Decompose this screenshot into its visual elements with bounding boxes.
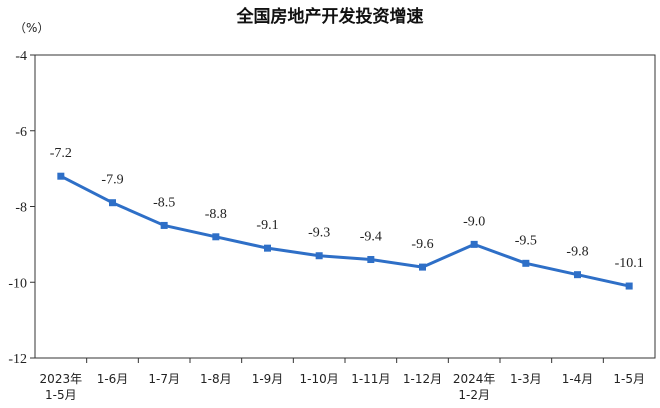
y-axis: -4 -6 -8 -10 -12 — [8, 49, 35, 367]
plot-frame — [34, 54, 656, 359]
x-tick-label: 1-8月 — [200, 372, 232, 386]
x-tick-label: 1-10月 — [300, 372, 339, 386]
data-label: -9.6 — [411, 237, 433, 252]
data-point-marker — [109, 199, 116, 207]
x-tick-label: 1-5月 — [45, 388, 77, 402]
data-point-marker — [625, 282, 633, 290]
data-point-marker — [315, 252, 323, 260]
x-axis: 2023年 1-5月 1-6月 1-7月 1-8月 1-9月 1-10月 1-11月 1-12月… — [40, 358, 645, 402]
data-point-marker — [419, 263, 426, 271]
x-tick-label: 1-6月 — [97, 372, 129, 386]
y-axis-unit-label: （%） — [14, 21, 49, 35]
data-point-marker — [470, 240, 478, 248]
y-tick-label: -10 — [8, 276, 27, 291]
y-tick-label: -6 — [15, 125, 27, 140]
chart-title: 全国房地产开发投资增速 — [236, 6, 424, 27]
x-tick-label: 1-3月 — [510, 372, 542, 386]
data-label: -9.4 — [360, 230, 382, 245]
series-line — [57, 172, 633, 290]
data-point-marker — [574, 271, 581, 279]
data-label: -7.9 — [101, 173, 123, 188]
data-label: -9.1 — [256, 218, 278, 233]
x-tick-label: 1-5月 — [613, 372, 645, 386]
y-tick-label: -8 — [15, 201, 27, 216]
data-point-marker — [160, 221, 168, 229]
data-label: -9.0 — [463, 214, 485, 229]
y-tick-label: -4 — [15, 49, 27, 64]
x-tick-label: 1-11月 — [351, 372, 390, 386]
x-tick-label: 1-7月 — [148, 372, 180, 386]
data-labels: -7.2 -7.9 -8.5 -8.8 -9.1 -9.3 -9.4 -9.6 -9.0 -9.5… — [50, 146, 644, 271]
y-tick-label: -12 — [8, 352, 27, 367]
data-point-marker — [212, 233, 220, 241]
data-label: -8.8 — [205, 207, 227, 222]
x-tick-label: 2023年 — [40, 372, 83, 386]
x-tick-label: 1-2月 — [458, 388, 490, 402]
series-polyline — [60, 174, 630, 288]
data-point-marker — [522, 259, 530, 267]
data-label: -7.2 — [50, 146, 72, 161]
data-label: -8.5 — [153, 195, 175, 210]
data-point-marker — [264, 244, 271, 252]
data-label: -9.5 — [515, 233, 537, 248]
data-label: -10.1 — [615, 256, 644, 271]
data-point-marker — [57, 172, 65, 180]
x-tick-label: 1-9月 — [252, 372, 284, 386]
x-tick-label: 1-12月 — [403, 372, 442, 386]
data-label: -9.3 — [308, 226, 330, 241]
data-point-marker — [367, 256, 375, 264]
x-tick-label: 2024年 — [453, 372, 496, 386]
data-label: -9.8 — [566, 245, 588, 260]
x-tick-label: 1-4月 — [562, 372, 594, 386]
